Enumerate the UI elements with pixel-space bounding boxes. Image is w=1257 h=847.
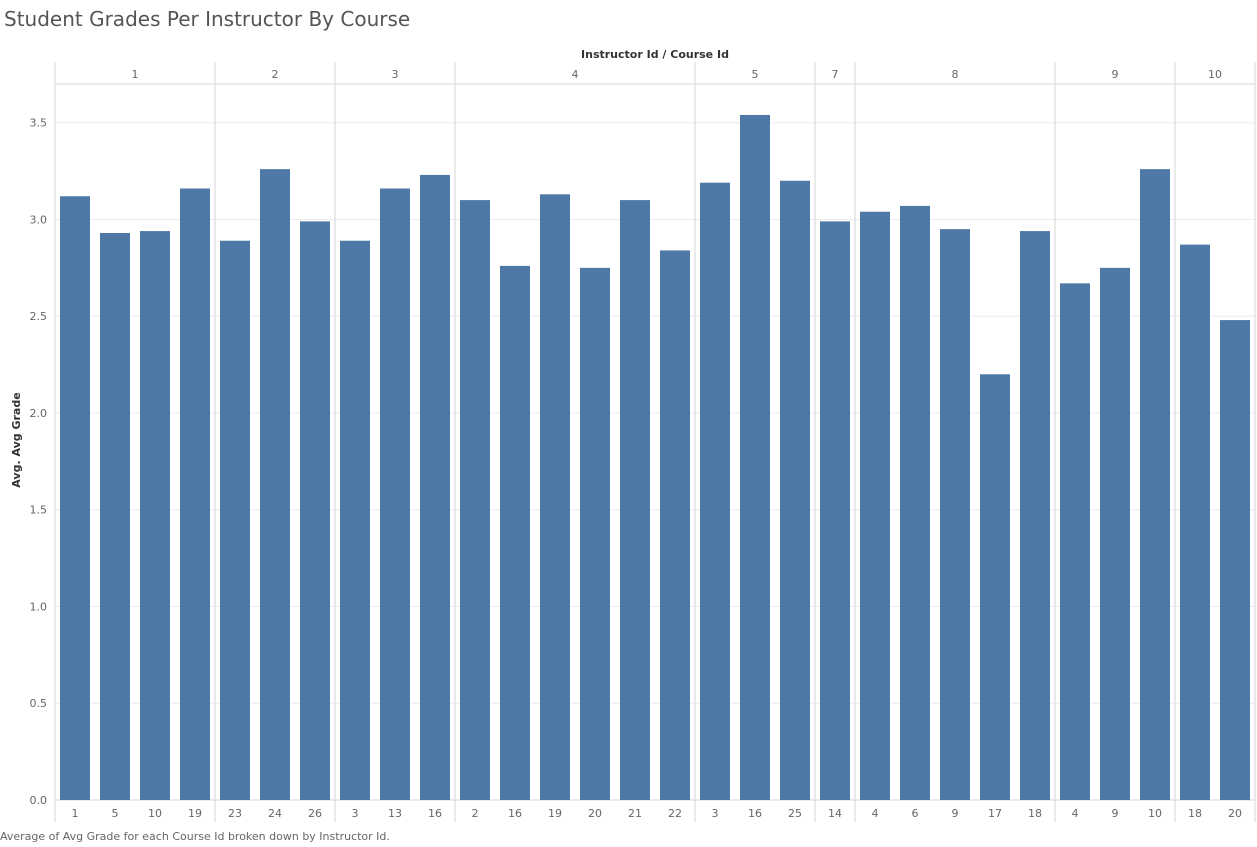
course-tick-label: 2 xyxy=(472,807,479,820)
course-tick-label: 18 xyxy=(1188,807,1202,820)
bar[interactable] xyxy=(220,240,250,800)
chart-title: Student Grades Per Instructor By Course xyxy=(4,7,411,31)
bar[interactable] xyxy=(1220,320,1250,800)
bar[interactable] xyxy=(340,240,370,800)
course-tick-label: 4 xyxy=(1072,807,1079,820)
course-tick-label: 20 xyxy=(588,807,602,820)
y-tick-label: 1.0 xyxy=(30,600,48,613)
instructor-label: 3 xyxy=(392,68,399,81)
instructor-label: 8 xyxy=(952,68,959,81)
course-tick-label: 24 xyxy=(268,807,282,820)
instructor-label: 9 xyxy=(1112,68,1119,81)
bar[interactable] xyxy=(780,180,810,800)
bar[interactable] xyxy=(1180,244,1210,800)
course-tick-label: 19 xyxy=(548,807,562,820)
bar[interactable] xyxy=(500,265,530,800)
bar[interactable] xyxy=(260,169,290,801)
y-tick-label: 3.5 xyxy=(30,117,48,130)
bar[interactable] xyxy=(980,374,1010,800)
bar[interactable] xyxy=(180,188,210,800)
bar[interactable] xyxy=(860,211,890,800)
instructor-label: 10 xyxy=(1208,68,1222,81)
course-tick-label: 20 xyxy=(1228,807,1242,820)
instructor-label: 1 xyxy=(132,68,139,81)
bar[interactable] xyxy=(620,200,650,801)
bar[interactable] xyxy=(1140,169,1170,801)
course-tick-label: 16 xyxy=(428,807,442,820)
course-tick-label: 17 xyxy=(988,807,1002,820)
y-tick-label: 2.0 xyxy=(30,407,48,420)
course-tick-label: 26 xyxy=(308,807,322,820)
y-axis-title: Avg. Avg Grade xyxy=(10,392,23,487)
course-tick-label: 3 xyxy=(352,807,359,820)
course-tick-label: 25 xyxy=(788,807,802,820)
course-tick-label: 10 xyxy=(1148,807,1162,820)
course-tick-label: 1 xyxy=(72,807,79,820)
chart-footnote: Average of Avg Grade for each Course Id … xyxy=(0,830,390,843)
course-tick-label: 16 xyxy=(508,807,522,820)
y-tick-label: 1.5 xyxy=(30,504,48,517)
bar[interactable] xyxy=(460,200,490,801)
y-tick-label: 0.0 xyxy=(30,794,48,807)
bar[interactable] xyxy=(100,233,130,801)
bar[interactable] xyxy=(1020,231,1050,801)
course-tick-label: 9 xyxy=(1112,807,1119,820)
bar[interactable] xyxy=(60,196,90,800)
bar[interactable] xyxy=(1100,267,1130,800)
course-tick-label: 22 xyxy=(668,807,682,820)
course-tick-label: 21 xyxy=(628,807,642,820)
bar[interactable] xyxy=(140,231,170,801)
course-tick-label: 3 xyxy=(712,807,719,820)
course-tick-label: 16 xyxy=(748,807,762,820)
bar[interactable] xyxy=(740,114,770,801)
bar[interactable] xyxy=(940,229,970,800)
instructor-label: 5 xyxy=(752,68,759,81)
bar[interactable] xyxy=(380,188,410,800)
course-tick-label: 13 xyxy=(388,807,402,820)
course-tick-label: 9 xyxy=(952,807,959,820)
x-axis-title: Instructor Id / Course Id xyxy=(581,48,729,61)
instructor-label: 7 xyxy=(832,68,839,81)
course-tick-label: 6 xyxy=(912,807,919,820)
instructor-label: 4 xyxy=(572,68,579,81)
bar[interactable] xyxy=(1060,283,1090,800)
course-tick-label: 4 xyxy=(872,807,879,820)
bar[interactable] xyxy=(900,205,930,800)
bar[interactable] xyxy=(420,174,450,800)
course-tick-label: 10 xyxy=(148,807,162,820)
y-tick-label: 3.0 xyxy=(30,213,48,226)
course-tick-label: 18 xyxy=(1028,807,1042,820)
bar[interactable] xyxy=(660,250,690,800)
bar[interactable] xyxy=(540,194,570,800)
course-tick-label: 23 xyxy=(228,807,242,820)
y-tick-label: 0.5 xyxy=(30,697,48,710)
bar[interactable] xyxy=(300,221,330,800)
course-tick-label: 14 xyxy=(828,807,842,820)
instructor-label: 2 xyxy=(272,68,279,81)
bar[interactable] xyxy=(820,221,850,800)
bar-chart: Instructor Id / Course Id Avg. Avg Grade 0… xyxy=(10,48,1256,822)
course-tick-label: 5 xyxy=(112,807,119,820)
bar[interactable] xyxy=(700,182,730,800)
course-tick-label: 19 xyxy=(188,807,202,820)
y-tick-label: 2.5 xyxy=(30,310,48,323)
bar[interactable] xyxy=(580,267,610,800)
